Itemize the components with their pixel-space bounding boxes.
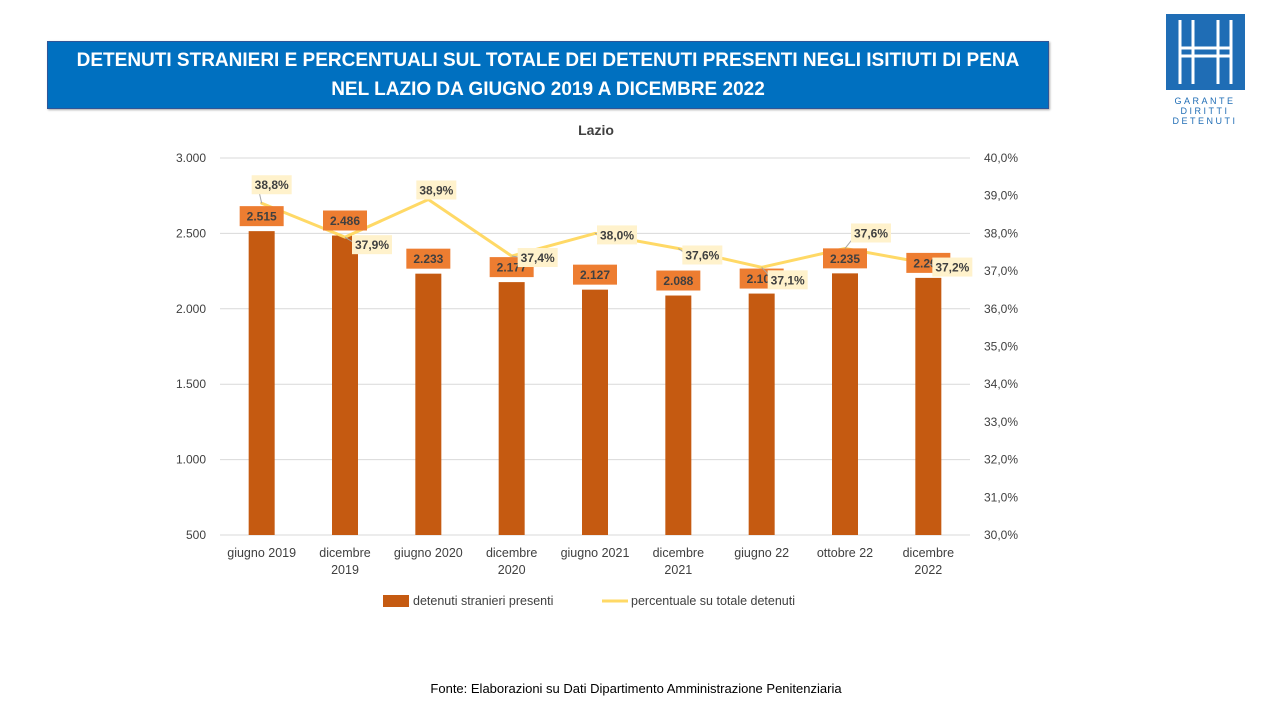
category-label: ottobre 22 [817, 546, 873, 560]
category-label: dicembre [486, 546, 537, 560]
legend-line-label: percentuale su totale detenuti [631, 594, 795, 608]
chart-title: Lazio [578, 122, 614, 138]
logo-text-line-2: DIRITTI [1180, 106, 1230, 116]
right-tick-label: 38,0% [984, 226, 1018, 240]
right-tick-label: 32,0% [984, 453, 1018, 467]
line-label-box [932, 257, 973, 277]
source-note: Fonte: Elaborazioni su Dati Dipartimento… [430, 681, 842, 696]
bar-label-box [823, 248, 867, 269]
line-data-label: 37,4% [521, 251, 555, 265]
line-label-box [352, 235, 392, 255]
bar-data-label: 2.515 [247, 210, 277, 224]
right-tick-label: 34,0% [984, 377, 1018, 391]
bar [665, 295, 692, 535]
line-label-box [416, 180, 457, 200]
title-line-1: DETENUTI STRANIERI E PERCENTUALI SUL TOT… [76, 50, 1020, 71]
legend-bar-swatch [383, 595, 409, 607]
category-label: giugno 2020 [394, 546, 463, 560]
left-tick-label: 2.500 [176, 226, 206, 240]
right-tick-label: 40,0% [984, 151, 1018, 165]
line-label-box [682, 245, 723, 265]
bar [415, 273, 442, 535]
line-data-label: 38,8% [255, 178, 289, 192]
category-label: 2022 [914, 563, 942, 577]
logo-mark [1166, 14, 1245, 90]
left-tick-label: 1.000 [176, 453, 206, 467]
line-data-label: 38,0% [600, 228, 634, 242]
bar [582, 289, 608, 535]
line-data-label: 37,6% [685, 248, 719, 262]
bar-data-label: 2.486 [330, 214, 360, 228]
category-label: dicembre [319, 546, 370, 560]
bar-label-box [323, 210, 367, 231]
left-tick-label: 500 [186, 528, 206, 542]
bar [748, 293, 775, 535]
logo-text-line-3: DETENUTI [1172, 116, 1238, 126]
right-tick-label: 36,0% [984, 302, 1018, 316]
line-label-box [851, 223, 891, 243]
bar [332, 235, 358, 535]
line-label-box [251, 175, 292, 195]
line-label-box [517, 248, 558, 268]
bar [832, 273, 858, 535]
bar [248, 231, 275, 535]
title-banner: DETENUTI STRANIERI E PERCENTUALI SUL TOT… [47, 41, 1049, 109]
garante-logo: GARANTE DIRITTI DETENUTI [1163, 14, 1247, 126]
category-label: 2020 [498, 563, 526, 577]
category-label: 2021 [664, 563, 692, 577]
bar-data-label: 2.088 [663, 274, 693, 288]
right-tick-label: 30,0% [984, 528, 1018, 542]
right-tick-label: 31,0% [984, 490, 1018, 504]
line-data-label: 37,2% [935, 261, 969, 275]
right-tick-label: 33,0% [984, 415, 1018, 429]
right-tick-label: 39,0% [984, 189, 1018, 203]
bar-label-box [239, 206, 284, 227]
bar-label-box [406, 248, 451, 269]
left-tick-label: 2.000 [176, 302, 206, 316]
line-data-label: 38,9% [419, 183, 453, 197]
right-tick-label: 37,0% [984, 264, 1018, 278]
left-tick-label: 3.000 [176, 151, 206, 165]
bar-label-box [573, 264, 617, 285]
bar-data-label: 2.235 [830, 252, 860, 266]
category-label: dicembre [653, 546, 704, 560]
left-tick-label: 1.500 [176, 377, 206, 391]
legend-bar-label: detenuti stranieri presenti [413, 594, 553, 608]
category-label: giugno 2021 [561, 546, 630, 560]
line-data-label: 37,1% [771, 273, 805, 287]
category-label: giugno 22 [734, 546, 789, 560]
line-data-label: 37,6% [854, 226, 888, 240]
title-line-2: NEL LAZIO DA GIUGNO 2019 A DICEMBRE 2022 [331, 79, 765, 100]
line-label-box [597, 225, 637, 245]
logo-text-line-1: GARANTE [1174, 96, 1236, 106]
category-label: giugno 2019 [227, 546, 296, 560]
category-label: dicembre [903, 546, 954, 560]
bar [915, 277, 942, 535]
bar [498, 282, 525, 535]
bar-data-label: 2.127 [580, 268, 610, 282]
category-label: 2019 [331, 563, 359, 577]
logo-text: GARANTE DIRITTI DETENUTI [1163, 96, 1247, 126]
bar-data-label: 2.233 [413, 252, 443, 266]
bar-label-box [656, 270, 701, 291]
right-tick-label: 35,0% [984, 340, 1018, 354]
line-data-label: 37,9% [355, 238, 389, 252]
line-label-box [767, 270, 808, 290]
